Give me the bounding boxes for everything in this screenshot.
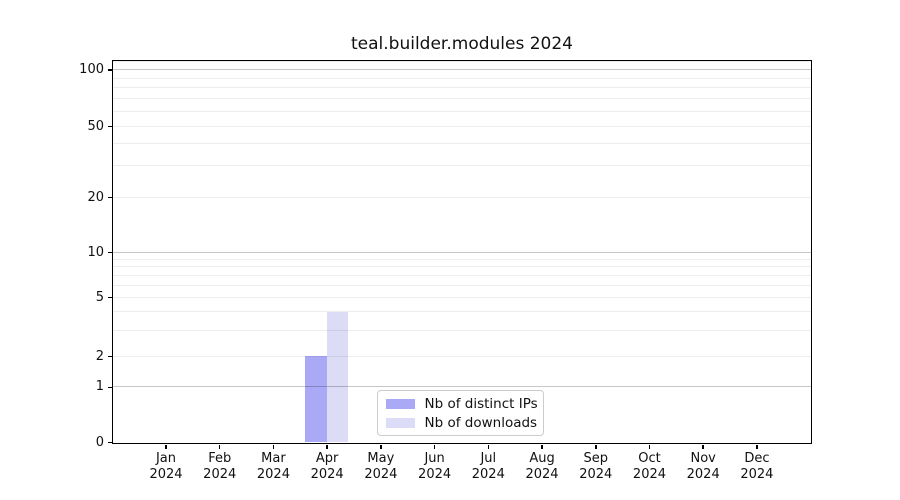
legend-item: Nb of downloads xyxy=(378,414,543,433)
x-tick-mark xyxy=(595,444,597,449)
x-tick-mark xyxy=(648,444,651,449)
legend-box: Nb of distinct IPs Nb of downloads xyxy=(376,389,544,436)
gridline-major xyxy=(113,386,811,388)
y-tick-label: 100 xyxy=(79,62,104,77)
x-tick-label: May 2024 xyxy=(364,451,398,482)
y-tick-mark xyxy=(108,69,112,71)
y-tick-mark xyxy=(108,386,112,389)
y-tick-label: 5 xyxy=(95,289,104,305)
x-tick-label: Dec 2024 xyxy=(740,451,774,482)
bar-downloads xyxy=(326,311,349,443)
y-tick-label: 20 xyxy=(87,189,104,205)
x-tick-label: Nov 2024 xyxy=(686,451,720,482)
gridline-minor xyxy=(113,125,811,127)
legend-item: Nb of distinct IPs xyxy=(378,395,543,414)
y-tick-mark xyxy=(108,355,112,358)
gridline-minor xyxy=(113,77,811,79)
x-tick-label: Sep 2024 xyxy=(579,451,613,482)
y-tick-label: 2 xyxy=(95,348,104,364)
y-tick-mark xyxy=(108,196,112,199)
x-tick-mark xyxy=(756,444,758,449)
x-tick-label: Jan 2024 xyxy=(149,451,183,482)
y-tick-label: 50 xyxy=(87,118,104,134)
gridline-minor xyxy=(113,284,811,286)
x-tick-label: Apr 2024 xyxy=(310,451,344,482)
y-tick-mark xyxy=(108,441,112,444)
y-tick-label: 1 xyxy=(95,379,104,395)
chart-title: teal.builder.modules 2024 xyxy=(351,34,573,54)
gridline-minor xyxy=(113,266,811,268)
gridline-minor xyxy=(113,329,811,331)
x-tick-mark xyxy=(165,444,167,449)
x-tick-label: Jul 2024 xyxy=(471,451,505,482)
gridline-major xyxy=(113,69,811,70)
gridline-minor xyxy=(113,87,811,89)
y-tick-mark xyxy=(108,251,112,254)
legend-label: Nb of distinct IPs xyxy=(424,395,538,412)
gridline-minor xyxy=(113,196,811,198)
gridline-minor xyxy=(113,98,811,100)
x-tick-label: Jun 2024 xyxy=(418,451,452,482)
gridline-minor xyxy=(113,296,811,298)
x-tick-mark xyxy=(218,444,221,449)
x-tick-mark xyxy=(433,444,436,449)
gridline-minor xyxy=(113,61,811,63)
x-tick-mark xyxy=(326,444,328,449)
gridline-minor xyxy=(113,142,811,144)
y-tick-mark xyxy=(108,296,112,299)
gridline-minor xyxy=(113,165,811,167)
x-tick-label: Mar 2024 xyxy=(256,451,290,482)
y-tick-label: 10 xyxy=(87,244,104,260)
x-tick-label: Feb 2024 xyxy=(203,451,237,482)
x-tick-mark xyxy=(702,444,704,449)
legend-label: Nb of downloads xyxy=(424,414,538,431)
legend-swatch-distinct-ips xyxy=(385,399,415,409)
gridline-major xyxy=(113,251,811,253)
legend-swatch-downloads xyxy=(385,418,415,428)
plot-area: Nb of distinct IPs Nb of downloads xyxy=(112,59,812,444)
gridline-minor xyxy=(113,355,811,357)
gridline-minor xyxy=(113,274,811,276)
y-tick-mark xyxy=(108,125,112,128)
x-tick-mark xyxy=(272,444,275,449)
x-tick-mark xyxy=(380,444,382,449)
gridline-minor xyxy=(113,258,811,260)
gridline-minor xyxy=(113,311,811,313)
x-tick-label: Aug 2024 xyxy=(525,451,559,482)
y-tick-label: 0 xyxy=(95,434,104,450)
gridline-minor xyxy=(113,110,811,112)
x-tick-label: Oct 2024 xyxy=(632,451,667,482)
x-tick-mark xyxy=(487,444,490,449)
x-tick-mark xyxy=(541,444,543,449)
bar-distinct-ips xyxy=(305,356,327,443)
